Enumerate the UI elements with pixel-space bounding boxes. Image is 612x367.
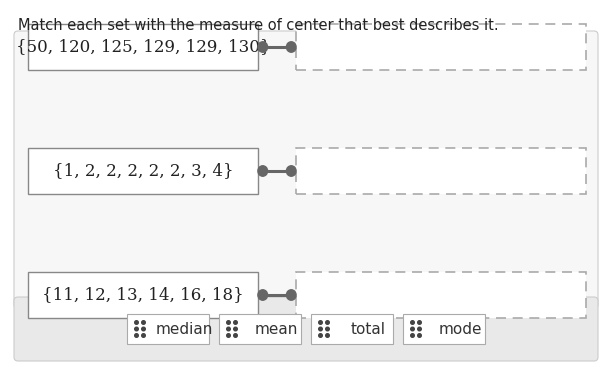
FancyBboxPatch shape (127, 314, 209, 344)
FancyBboxPatch shape (14, 31, 598, 309)
Circle shape (226, 321, 230, 324)
Circle shape (135, 327, 138, 331)
Ellipse shape (286, 42, 296, 52)
Text: total: total (351, 321, 386, 337)
FancyBboxPatch shape (311, 314, 393, 344)
Circle shape (411, 334, 414, 337)
FancyBboxPatch shape (28, 148, 258, 194)
Ellipse shape (258, 42, 267, 52)
Circle shape (319, 321, 323, 324)
Circle shape (234, 334, 237, 337)
FancyBboxPatch shape (296, 272, 586, 318)
Circle shape (418, 321, 421, 324)
FancyBboxPatch shape (219, 314, 301, 344)
Ellipse shape (286, 290, 296, 300)
Text: Match each set with the measure of center that best describes it.: Match each set with the measure of cente… (18, 18, 499, 33)
Circle shape (411, 321, 414, 324)
Circle shape (326, 321, 329, 324)
Circle shape (226, 334, 230, 337)
FancyBboxPatch shape (296, 148, 586, 194)
FancyBboxPatch shape (28, 24, 258, 70)
Text: {1, 2, 2, 2, 2, 2, 3, 4}: {1, 2, 2, 2, 2, 2, 3, 4} (53, 163, 233, 179)
FancyBboxPatch shape (28, 272, 258, 318)
Circle shape (142, 334, 145, 337)
Circle shape (135, 334, 138, 337)
Circle shape (135, 321, 138, 324)
Text: {11, 12, 13, 14, 16, 18}: {11, 12, 13, 14, 16, 18} (42, 287, 244, 304)
Text: mean: mean (255, 321, 298, 337)
Text: median: median (156, 321, 213, 337)
Ellipse shape (258, 166, 267, 176)
Circle shape (226, 327, 230, 331)
Circle shape (319, 334, 323, 337)
Circle shape (418, 327, 421, 331)
FancyBboxPatch shape (296, 24, 586, 70)
Circle shape (418, 334, 421, 337)
Circle shape (234, 327, 237, 331)
Circle shape (142, 321, 145, 324)
Ellipse shape (286, 166, 296, 176)
Circle shape (234, 321, 237, 324)
Ellipse shape (258, 290, 267, 300)
Text: mode: mode (439, 321, 482, 337)
Circle shape (326, 327, 329, 331)
Circle shape (319, 327, 323, 331)
Circle shape (326, 334, 329, 337)
FancyBboxPatch shape (14, 297, 598, 361)
Circle shape (411, 327, 414, 331)
Text: {50, 120, 125, 129, 129, 130}: {50, 120, 125, 129, 129, 130} (16, 39, 271, 55)
FancyBboxPatch shape (403, 314, 485, 344)
Circle shape (142, 327, 145, 331)
